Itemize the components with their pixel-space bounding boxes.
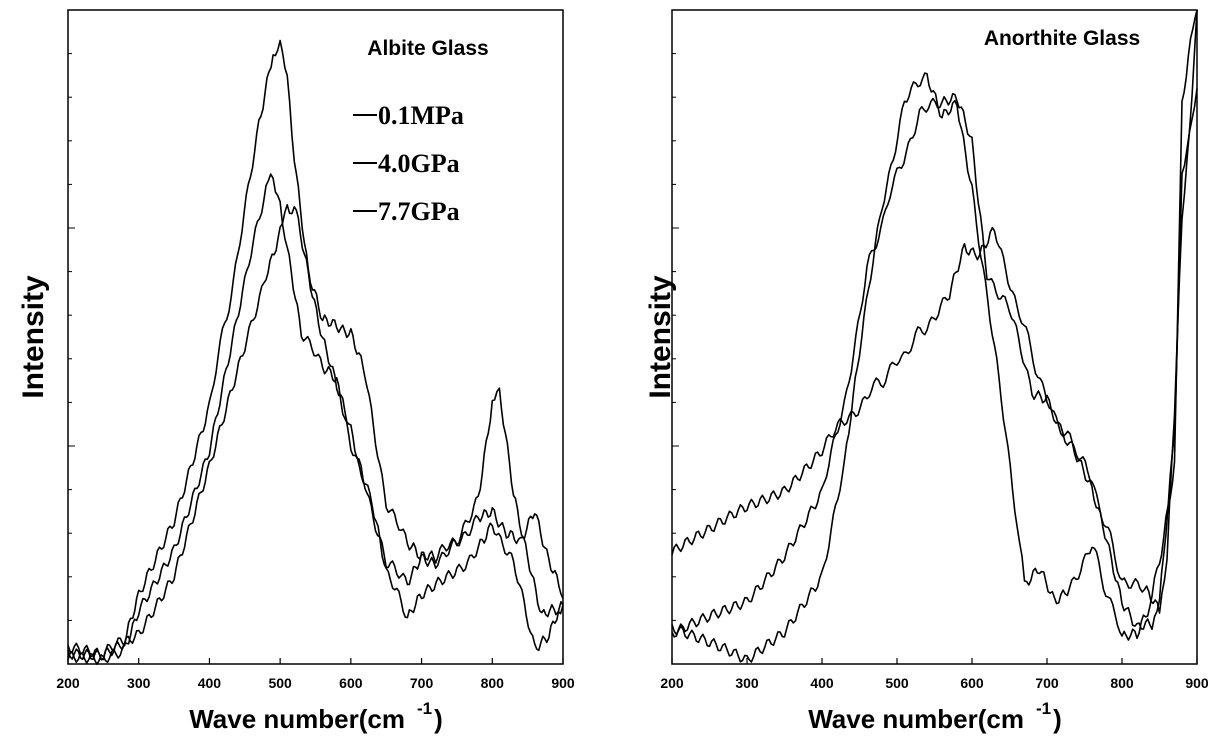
x-axis-label-close: )	[1053, 704, 1062, 734]
x-tick-label: 900	[551, 675, 575, 691]
chart-title: Albite Glass	[367, 37, 488, 60]
y-axis-label: Intensity	[17, 275, 50, 399]
x-axis-label-close: )	[434, 704, 443, 734]
x-tick-label: 200	[660, 675, 684, 691]
legend: 0.1MPa 4.0GPa 7.7GPa	[353, 101, 464, 226]
series-line-1	[67, 173, 564, 665]
series-line-0	[671, 9, 1198, 663]
x-tick-label: 700	[410, 675, 434, 691]
x-tick-label: 400	[810, 675, 834, 691]
x-tick-label: 400	[198, 675, 222, 691]
x-tick-label: 300	[735, 675, 759, 691]
x-axis-label-sup: -1	[417, 699, 432, 718]
legend-label-1: 4.0GPa	[378, 149, 460, 178]
x-ticks: 200 300 400 500 600 700 800 900	[56, 658, 575, 691]
chart-title: Anorthite Glass	[984, 27, 1140, 50]
x-tick-label: 300	[127, 675, 151, 691]
x-tick-label: 500	[268, 675, 292, 691]
series-line-2	[67, 204, 564, 661]
series-line-0	[67, 39, 564, 661]
plot-frame	[67, 9, 564, 665]
x-tick-label: 800	[481, 675, 505, 691]
albite-panel: 200 300 400 500 600 700 800 900 Albite Glass 0.…	[17, 9, 575, 734]
series-lines	[671, 9, 1198, 663]
x-tick-label: 900	[1185, 675, 1209, 691]
x-axis-label-sup: -1	[1036, 699, 1051, 718]
x-tick-label: 800	[1110, 675, 1134, 691]
y-ticks	[672, 9, 679, 621]
x-tick-label: 500	[885, 675, 909, 691]
x-ticks: 200 300 400 500 600 700 800 900	[660, 658, 1209, 691]
x-tick-label: 600	[339, 675, 363, 691]
series-lines	[67, 39, 564, 665]
x-axis-label-main: Wave number(cm	[808, 704, 1024, 734]
legend-label-2: 7.7GPa	[378, 197, 460, 226]
legend-label-0: 0.1MPa	[378, 101, 464, 130]
y-ticks	[68, 9, 75, 621]
x-axis-label-main: Wave number(cm	[189, 704, 405, 734]
x-axis-label: Wave number(cm -1)	[189, 699, 443, 734]
x-tick-label: 200	[56, 675, 80, 691]
series-line-2	[671, 9, 1198, 638]
series-line-1	[671, 88, 1198, 631]
anorthite-panel: 200 300 400 500 600 700 800 900 Anorthite Glass…	[644, 9, 1209, 734]
x-axis-label: Wave number(cm -1)	[808, 699, 1062, 734]
y-axis-label: Intensity	[644, 275, 677, 399]
plot-frame	[671, 9, 1198, 665]
x-tick-label: 600	[960, 675, 984, 691]
x-tick-label: 700	[1035, 675, 1059, 691]
